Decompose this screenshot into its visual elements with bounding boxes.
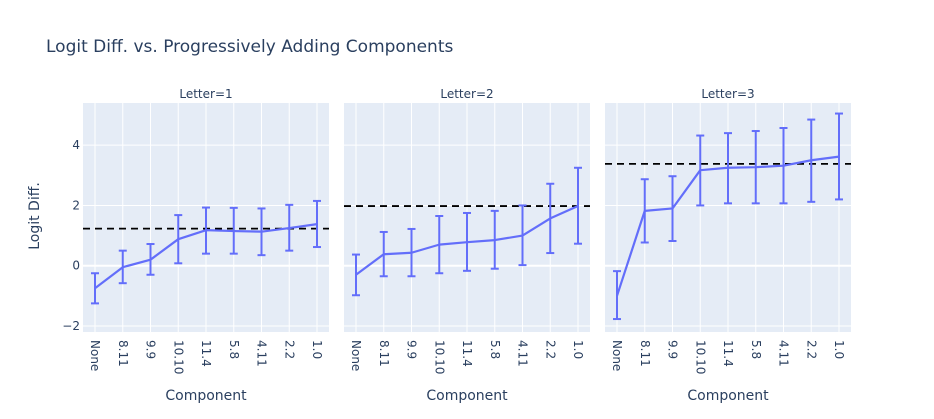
x-tick-label: 8.11 bbox=[638, 340, 652, 367]
x-tick-label: 10.10 bbox=[432, 340, 446, 374]
x-tick-label: 5.8 bbox=[488, 340, 502, 359]
x-tick-label: 1.0 bbox=[832, 340, 846, 359]
x-tick-label: None bbox=[349, 340, 363, 371]
x-tick-label: 1.0 bbox=[571, 340, 585, 359]
panel-3: Letter=3 None 8.11 9.9 10.10 11.4 5.8 4.11 2.2 1.… bbox=[605, 87, 851, 404]
x-tick-label: 1.0 bbox=[310, 340, 324, 359]
x-tick-label: 5.8 bbox=[227, 340, 241, 359]
x-tick-label: 4.11 bbox=[777, 340, 791, 367]
x-tick-label: 11.4 bbox=[460, 340, 474, 367]
x-tick-label: 2.2 bbox=[543, 340, 557, 359]
x-tick-label: 5.8 bbox=[749, 340, 763, 359]
y-tick-label: 0 bbox=[72, 259, 80, 273]
panel-2: Letter=2 None 8.11 9.9 10.10 11.4 5.8 4.11 2.2 1.… bbox=[344, 87, 590, 404]
x-tick-label: 9.9 bbox=[144, 340, 158, 359]
series-line bbox=[94, 223, 318, 290]
x-tick-label: 9.9 bbox=[666, 340, 680, 359]
series-line bbox=[615, 155, 840, 297]
x-tick-label: 8.11 bbox=[116, 340, 130, 367]
panels: Letter=1 None 8.11 9.9 10.10 11.4 5.8 4.11 2.2 1.… bbox=[62, 87, 851, 404]
chart-title: Logit Diff. vs. Progressively Adding Com… bbox=[46, 37, 453, 57]
x-tick-label: 8.11 bbox=[377, 340, 391, 367]
x-axis-label: Component bbox=[426, 388, 508, 404]
y-tick-label: 2 bbox=[72, 198, 80, 212]
x-tick-label: 4.11 bbox=[255, 340, 269, 367]
panel-1: Letter=1 None 8.11 9.9 10.10 11.4 5.8 4.11 2.2 1.… bbox=[83, 87, 329, 404]
panel-label: Letter=2 bbox=[440, 87, 493, 101]
x-tick-label: None bbox=[610, 340, 624, 371]
x-tick-label: 2.2 bbox=[282, 340, 296, 359]
panel-label: Letter=3 bbox=[701, 87, 754, 101]
x-tick-label: 11.4 bbox=[199, 340, 213, 367]
x-tick-label: 9.9 bbox=[405, 340, 419, 359]
panel-label: Letter=1 bbox=[179, 87, 232, 101]
x-tick-label: 4.11 bbox=[516, 340, 530, 367]
x-tick-label: None bbox=[88, 340, 102, 371]
y-axis-label: Logit Diff. bbox=[27, 182, 43, 250]
x-axis-label: Component bbox=[165, 388, 247, 404]
x-tick-label: 11.4 bbox=[721, 340, 735, 367]
x-tick-label: 10.10 bbox=[171, 340, 185, 374]
x-axis-label: Component bbox=[687, 388, 769, 404]
y-tick-label: −2 bbox=[62, 319, 80, 333]
y-tick-label: 4 bbox=[72, 138, 80, 152]
x-tick-label: 2.2 bbox=[804, 340, 818, 359]
series-line bbox=[355, 205, 579, 276]
x-tick-label: 10.10 bbox=[693, 340, 707, 374]
